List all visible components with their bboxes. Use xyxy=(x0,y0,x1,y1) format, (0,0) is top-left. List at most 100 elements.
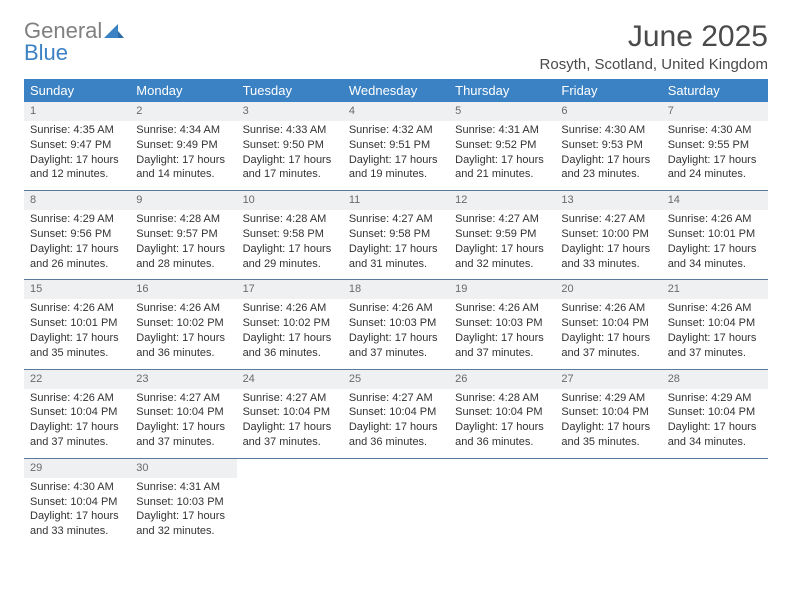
sunrise-line: Sunrise: 4:26 AM xyxy=(561,301,655,316)
day-content-cell: Sunrise: 4:27 AMSunset: 10:04 PMDaylight… xyxy=(343,389,449,459)
daylight-line: Daylight: 17 hours and 17 minutes. xyxy=(243,153,337,183)
weekday-header: Tuesday xyxy=(237,79,343,102)
sunrise-line: Sunrise: 4:35 AM xyxy=(30,123,124,138)
day-content-cell xyxy=(237,478,343,547)
day-number-cell: 4 xyxy=(343,102,449,121)
daylight-line: Daylight: 17 hours and 37 minutes. xyxy=(668,331,762,361)
sunset-line: Sunset: 9:59 PM xyxy=(455,227,549,242)
daylight-line: Daylight: 17 hours and 37 minutes. xyxy=(561,331,655,361)
daylight-line: Daylight: 17 hours and 14 minutes. xyxy=(136,153,230,183)
sunrise-line: Sunrise: 4:30 AM xyxy=(30,480,124,495)
sunset-line: Sunset: 10:01 PM xyxy=(30,316,124,331)
day-number-row: 891011121314 xyxy=(24,191,768,210)
daylight-line: Daylight: 17 hours and 36 minutes. xyxy=(349,420,443,450)
sunrise-line: Sunrise: 4:26 AM xyxy=(668,301,762,316)
day-number-row: 2930 xyxy=(24,458,768,477)
day-number-cell: 12 xyxy=(449,191,555,210)
daylight-line: Daylight: 17 hours and 36 minutes. xyxy=(136,331,230,361)
daylight-line: Daylight: 17 hours and 36 minutes. xyxy=(455,420,549,450)
daylight-line: Daylight: 17 hours and 32 minutes. xyxy=(455,242,549,272)
day-number-cell xyxy=(555,458,661,477)
day-content-cell xyxy=(555,478,661,547)
day-content-cell: Sunrise: 4:26 AMSunset: 10:03 PMDaylight… xyxy=(343,299,449,369)
daylight-line: Daylight: 17 hours and 28 minutes. xyxy=(136,242,230,272)
sunrise-line: Sunrise: 4:28 AM xyxy=(136,212,230,227)
sunrise-line: Sunrise: 4:31 AM xyxy=(455,123,549,138)
day-number-cell: 30 xyxy=(130,458,236,477)
day-content-cell: Sunrise: 4:27 AMSunset: 9:58 PMDaylight:… xyxy=(343,210,449,280)
sunset-line: Sunset: 9:58 PM xyxy=(243,227,337,242)
day-number-row: 22232425262728 xyxy=(24,369,768,388)
day-number-cell xyxy=(237,458,343,477)
sunset-line: Sunset: 9:49 PM xyxy=(136,138,230,153)
sunset-line: Sunset: 10:04 PM xyxy=(561,405,655,420)
daylight-line: Daylight: 17 hours and 19 minutes. xyxy=(349,153,443,183)
day-number-cell: 10 xyxy=(237,191,343,210)
day-content-cell xyxy=(662,478,768,547)
day-content-cell: Sunrise: 4:26 AMSunset: 10:01 PMDaylight… xyxy=(662,210,768,280)
daylight-line: Daylight: 17 hours and 33 minutes. xyxy=(30,509,124,539)
day-number-cell xyxy=(449,458,555,477)
sunrise-line: Sunrise: 4:27 AM xyxy=(349,391,443,406)
day-content-cell: Sunrise: 4:28 AMSunset: 9:57 PMDaylight:… xyxy=(130,210,236,280)
sunset-line: Sunset: 10:04 PM xyxy=(349,405,443,420)
location-text: Rosyth, Scotland, United Kingdom xyxy=(540,56,768,73)
day-number-cell: 26 xyxy=(449,369,555,388)
day-content-cell: Sunrise: 4:30 AMSunset: 10:04 PMDaylight… xyxy=(24,478,130,547)
daylight-line: Daylight: 17 hours and 21 minutes. xyxy=(455,153,549,183)
day-number-cell: 6 xyxy=(555,102,661,121)
day-content-cell: Sunrise: 4:29 AMSunset: 10:04 PMDaylight… xyxy=(555,389,661,459)
sunrise-line: Sunrise: 4:28 AM xyxy=(243,212,337,227)
sunrise-line: Sunrise: 4:32 AM xyxy=(349,123,443,138)
sunset-line: Sunset: 9:55 PM xyxy=(668,138,762,153)
day-number-row: 15161718192021 xyxy=(24,280,768,299)
day-content-cell: Sunrise: 4:29 AMSunset: 10:04 PMDaylight… xyxy=(662,389,768,459)
sunset-line: Sunset: 10:04 PM xyxy=(455,405,549,420)
weekday-header: Friday xyxy=(555,79,661,102)
sunset-line: Sunset: 10:04 PM xyxy=(30,495,124,510)
sunrise-line: Sunrise: 4:26 AM xyxy=(30,391,124,406)
day-content-cell: Sunrise: 4:27 AMSunset: 9:59 PMDaylight:… xyxy=(449,210,555,280)
day-content-cell: Sunrise: 4:26 AMSunset: 10:01 PMDaylight… xyxy=(24,299,130,369)
sunrise-line: Sunrise: 4:29 AM xyxy=(30,212,124,227)
day-content-row: Sunrise: 4:29 AMSunset: 9:56 PMDaylight:… xyxy=(24,210,768,280)
weekday-header-row: Sunday Monday Tuesday Wednesday Thursday… xyxy=(24,79,768,102)
day-content-cell: Sunrise: 4:28 AMSunset: 10:04 PMDaylight… xyxy=(449,389,555,459)
sunrise-line: Sunrise: 4:26 AM xyxy=(349,301,443,316)
sunset-line: Sunset: 10:02 PM xyxy=(136,316,230,331)
day-content-row: Sunrise: 4:26 AMSunset: 10:04 PMDaylight… xyxy=(24,389,768,459)
day-content-row: Sunrise: 4:35 AMSunset: 9:47 PM Daylight:… xyxy=(24,121,768,191)
daylight-line: Daylight: 17 hours and 33 minutes. xyxy=(561,242,655,272)
sunrise-line: Sunrise: 4:26 AM xyxy=(30,301,124,316)
day-number-cell: 11 xyxy=(343,191,449,210)
day-number-cell: 15 xyxy=(24,280,130,299)
daylight-line: Daylight: 17 hours and 35 minutes. xyxy=(30,331,124,361)
sunset-line: Sunset: 10:00 PM xyxy=(561,227,655,242)
sunrise-line: Sunrise: 4:30 AM xyxy=(561,123,655,138)
day-content-cell: Sunrise: 4:34 AMSunset: 9:49 PMDaylight:… xyxy=(130,121,236,191)
day-content-cell: Sunrise: 4:28 AMSunset: 9:58 PMDaylight:… xyxy=(237,210,343,280)
day-content-cell: Sunrise: 4:35 AMSunset: 9:47 PMDaylight:… xyxy=(24,121,130,191)
sunset-line: Sunset: 10:04 PM xyxy=(561,316,655,331)
day-number-cell: 14 xyxy=(662,191,768,210)
day-content-cell: Sunrise: 4:31 AMSunset: 9:52 PMDaylight:… xyxy=(449,121,555,191)
daylight-line: Daylight: 17 hours and 23 minutes. xyxy=(561,153,655,183)
month-title: June 2025 xyxy=(540,20,768,54)
logo-mark-icon xyxy=(104,18,124,43)
day-content-cell: Sunrise: 4:30 AMSunset: 9:55 PMDaylight:… xyxy=(662,121,768,191)
day-number-cell: 24 xyxy=(237,369,343,388)
day-number-cell: 16 xyxy=(130,280,236,299)
daylight-line: Daylight: 17 hours and 37 minutes. xyxy=(349,331,443,361)
sunrise-line: Sunrise: 4:33 AM xyxy=(243,123,337,138)
day-number-cell: 3 xyxy=(237,102,343,121)
day-number-cell: 9 xyxy=(130,191,236,210)
sunset-line: Sunset: 10:04 PM xyxy=(668,316,762,331)
sunset-line: Sunset: 10:04 PM xyxy=(243,405,337,420)
sunset-line: Sunset: 10:03 PM xyxy=(455,316,549,331)
day-content-cell: Sunrise: 4:26 AMSunset: 10:02 PMDaylight… xyxy=(130,299,236,369)
sunset-line: Sunset: 9:51 PM xyxy=(349,138,443,153)
day-number-cell: 1 xyxy=(24,102,130,121)
sunset-line: Sunset: 9:47 PM xyxy=(30,138,124,153)
day-content-cell: Sunrise: 4:32 AMSunset: 9:51 PMDaylight:… xyxy=(343,121,449,191)
day-number-cell: 13 xyxy=(555,191,661,210)
